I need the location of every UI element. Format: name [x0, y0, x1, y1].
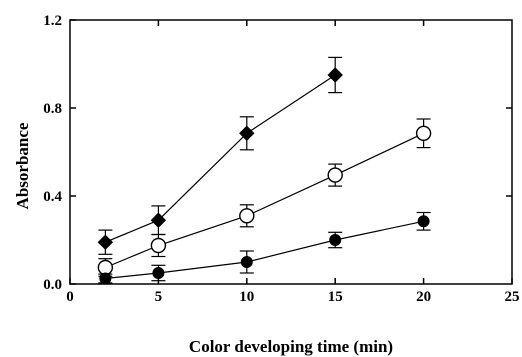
- data-point: [239, 125, 255, 142]
- plot-border: [69, 19, 513, 285]
- data-point: [329, 234, 342, 246]
- data-point: [327, 67, 343, 83]
- data-point: [97, 234, 114, 250]
- y-axis-label: Absorbance: [13, 122, 32, 209]
- axis-ticks: 0 5 10 15 20 25 0.0 0.4 0.8 1.2: [43, 13, 519, 305]
- plot-frame: [69, 19, 513, 285]
- data-point: [239, 208, 255, 224]
- data-point: [152, 267, 165, 279]
- data-point: [97, 259, 114, 276]
- data-point: [150, 237, 167, 254]
- y-tick-label: 0.0: [43, 277, 62, 293]
- x-axis-label: Color developing time (min): [189, 337, 393, 356]
- y-tick-label: 1.2: [43, 13, 62, 29]
- series-2: [97, 118, 432, 277]
- x-tick-label: 0: [66, 289, 74, 305]
- data-point: [150, 212, 167, 228]
- data-point: [327, 167, 343, 183]
- y-tick-label: 0.8: [43, 101, 62, 117]
- data-point: [417, 215, 430, 228]
- x-tick-label: 25: [505, 289, 520, 305]
- series-3: [98, 211, 431, 285]
- series-line: [105, 74, 336, 243]
- series-layer: [97, 56, 432, 285]
- x-tick-label: 10: [239, 289, 254, 305]
- data-point: [240, 256, 253, 268]
- x-tick-label: 5: [155, 289, 163, 305]
- y-tick-label: 0.4: [43, 189, 62, 205]
- data-point: [99, 272, 112, 285]
- x-tick-label: 20: [416, 289, 431, 305]
- x-tick-label: 15: [328, 289, 343, 305]
- data-point: [415, 125, 432, 142]
